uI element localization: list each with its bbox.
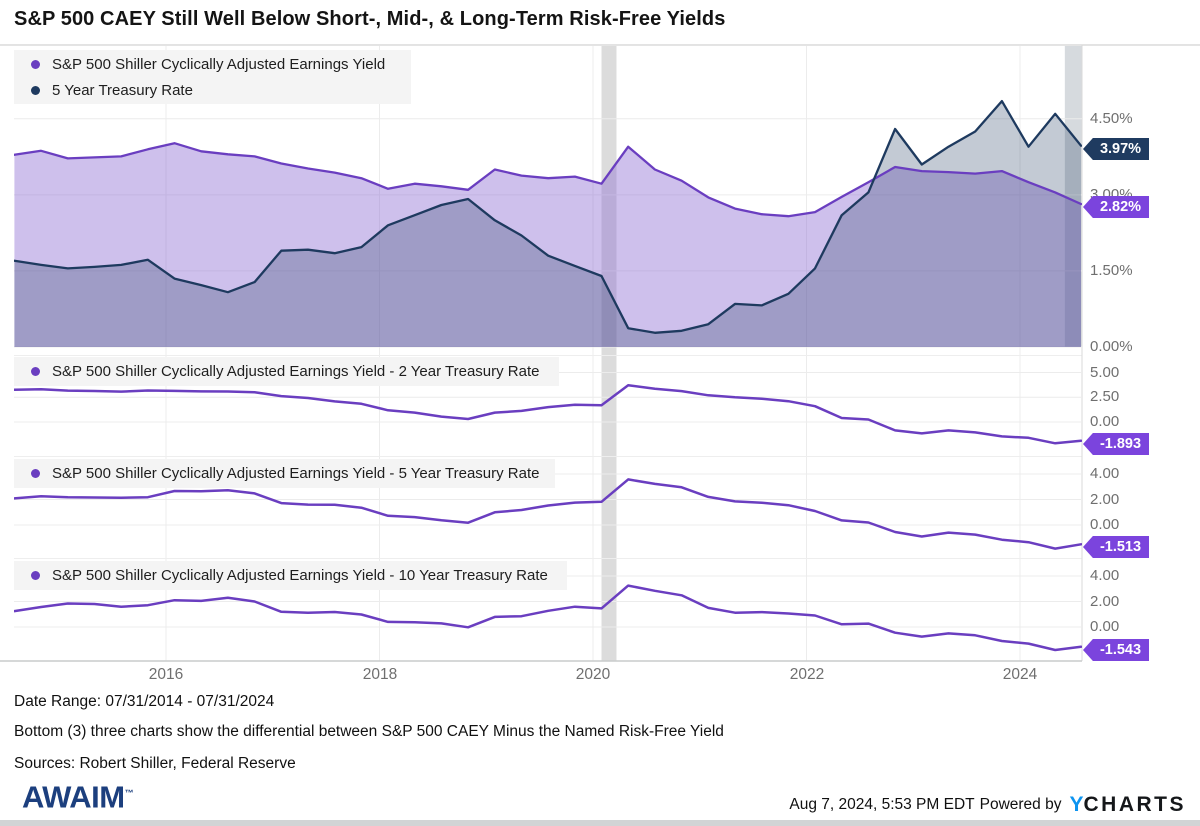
series-swatch-5y-treasury [31, 85, 40, 95]
last-value-badge: 2.82% [1083, 196, 1149, 218]
timestamp: Aug 7, 2024, 5:53 PM EDT [789, 795, 975, 813]
sources-text: Sources: Robert Shiller, Federal Reserve [14, 755, 296, 772]
y-axis-tick-label: 4.50% [1090, 110, 1133, 127]
trademark-symbol: ™ [124, 788, 134, 798]
series-swatch-caey [31, 59, 40, 69]
y-axis-tick-label: 0.00 [1090, 413, 1120, 430]
awaim-logo-text: AWAIM [22, 779, 125, 815]
legend-label: S&P 500 Shiller Cyclically Adjusted Earn… [52, 465, 540, 482]
legend-item: 5 Year Treasury Rate [14, 77, 411, 103]
series-swatch-caey-minus-10y [31, 571, 40, 580]
legend-label: 5 Year Treasury Rate [52, 81, 193, 99]
y-axis-tick-label: 1.50% [1090, 262, 1133, 279]
legend-label: S&P 500 Shiller Cyclically Adjusted Earn… [52, 567, 548, 584]
legend-label: S&P 500 Shiller Cyclically Adjusted Earn… [52, 55, 386, 73]
last-value-badge: 3.97% [1083, 138, 1149, 160]
page-title: S&P 500 CAEY Still Well Below Short-, Mi… [14, 8, 726, 30]
legend-item: S&P 500 Shiller Cyclically Adjusted Earn… [14, 51, 411, 77]
x-axis-tick-label: 2016 [148, 666, 184, 683]
y-axis-tick-label: 5.00 [1090, 364, 1120, 381]
chart-note-text: Bottom (3) three charts show the differe… [14, 723, 724, 740]
y-axis-tick-label: 4.00 [1090, 567, 1120, 584]
powered-by-label: Powered by [979, 795, 1062, 813]
y-axis-tick-label: 2.00 [1090, 491, 1120, 508]
title-divider [0, 44, 1200, 45]
legend-panel-1: S&P 500 Shiller Cyclically Adjusted Earn… [14, 50, 411, 104]
last-value-badge: -1.513 [1083, 536, 1149, 558]
ycharts-logo-y: Y [1069, 793, 1084, 816]
legend-label: S&P 500 Shiller Cyclically Adjusted Earn… [52, 363, 540, 380]
legend-panel-3: S&P 500 Shiller Cyclically Adjusted Earn… [14, 459, 555, 488]
legend-panel-2: S&P 500 Shiller Cyclically Adjusted Earn… [14, 357, 559, 386]
x-axis-tick-label: 2020 [575, 666, 611, 683]
legend-item: S&P 500 Shiller Cyclically Adjusted Earn… [14, 359, 559, 385]
legend-item: S&P 500 Shiller Cyclically Adjusted Earn… [14, 461, 555, 487]
y-axis-tick-label: 0.00 [1090, 618, 1120, 635]
x-axis-tick-label: 2022 [789, 666, 825, 683]
x-axis-tick-label: 2018 [362, 666, 398, 683]
y-axis-tick-label: 4.00 [1090, 465, 1120, 482]
series-swatch-caey-minus-2y [31, 367, 40, 376]
y-axis-tick-label: 2.00 [1090, 593, 1120, 610]
y-axis-tick-label: 2.50 [1090, 388, 1120, 405]
date-range-text: Date Range: 07/31/2014 - 07/31/2024 [14, 693, 275, 710]
series-swatch-caey-minus-5y [31, 469, 40, 478]
legend-panel-4: S&P 500 Shiller Cyclically Adjusted Earn… [14, 561, 567, 590]
y-axis-tick-label: 0.00% [1090, 338, 1133, 355]
footer-attribution: Aug 7, 2024, 5:53 PM EDT Powered by Y CHA… [789, 794, 1186, 815]
y-axis-tick-label: 0.00 [1090, 516, 1120, 533]
legend-item: S&P 500 Shiller Cyclically Adjusted Earn… [14, 563, 567, 589]
awaim-logo: AWAIM™ [22, 776, 134, 814]
ycharts-logo-text: CHARTS [1083, 793, 1186, 816]
last-value-badge: -1.543 [1083, 639, 1149, 661]
bottom-gray-bar [0, 820, 1200, 826]
x-axis-tick-label: 2024 [1002, 666, 1038, 683]
last-value-badge: -1.893 [1083, 433, 1149, 455]
